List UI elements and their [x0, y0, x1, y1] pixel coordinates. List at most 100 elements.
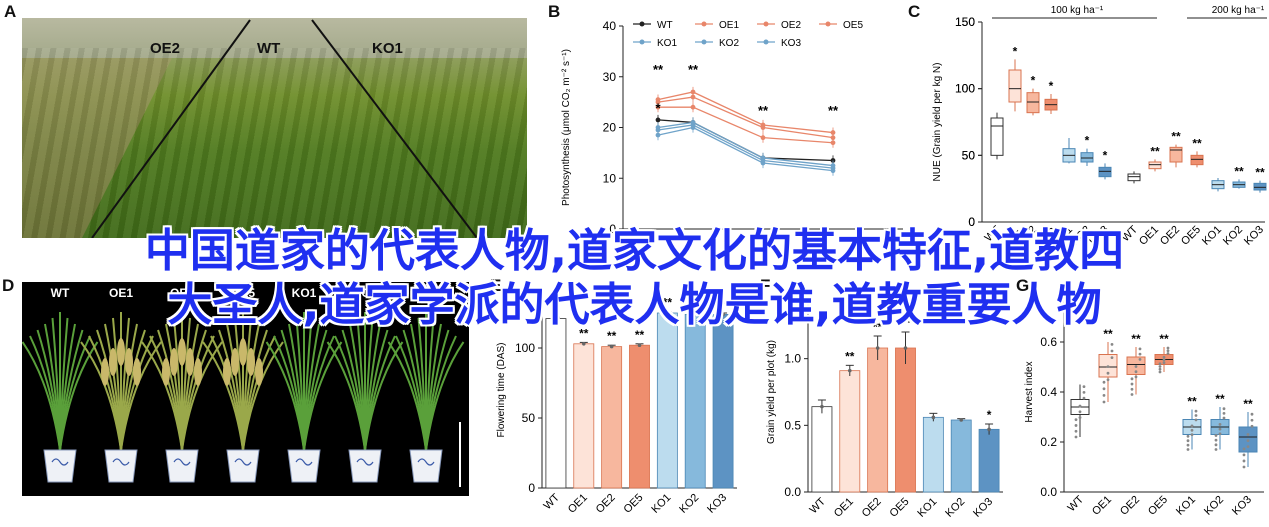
jitter-point: [1102, 394, 1106, 397]
plant-stem: [303, 341, 343, 451]
significance-mark: **: [718, 297, 728, 311]
plant-stem: [242, 341, 284, 451]
jitter-point: [1134, 365, 1138, 368]
data-point: [690, 94, 696, 100]
panicle: [162, 358, 170, 386]
pot-pattern: [356, 458, 374, 466]
y-tick-label: 10: [603, 171, 617, 185]
series-line-oe5: [658, 106, 834, 144]
x-tick-label: KO1: [915, 496, 939, 520]
panicle: [109, 348, 117, 376]
photosynthesis-chart: 0 10 20 30 40 Photosynthesis (μmol CO₂ m⁻² s⁻…: [561, 19, 903, 236]
y-tick-label: 0: [968, 215, 975, 229]
pot-pattern: [417, 458, 435, 466]
flower-pot: [165, 449, 199, 483]
group-header-200: 200 kg ha⁻¹: [1212, 5, 1265, 16]
significance-mark: **: [688, 62, 699, 77]
series-line-oe1: [657, 91, 834, 134]
panicle: [117, 338, 125, 366]
bar-oe2: [601, 346, 623, 489]
box-oe1: [1008, 69, 1022, 103]
y-tick-label: 0: [968, 215, 975, 229]
x-tick-label: OE2: [860, 496, 884, 520]
significance-mark: **: [758, 103, 769, 118]
data-point: [690, 120, 696, 125]
y-axis-label: Flowering time (DAS): [496, 342, 507, 437]
jitter-point: [1250, 412, 1254, 416]
jitter-point: [1130, 393, 1134, 396]
plant-label: OE2: [169, 286, 194, 300]
flower-pot: [43, 449, 77, 483]
data-point: [609, 344, 614, 349]
y-tick-label: 50: [522, 411, 536, 425]
plant-stem: [59, 341, 99, 451]
significance-mark: **: [1243, 397, 1253, 411]
significance-mark: **: [635, 328, 645, 342]
x-tick-label: OE1: [832, 496, 856, 520]
significance-mark: **: [1131, 332, 1141, 346]
jitter-point: [1130, 382, 1134, 386]
data-point: [830, 135, 836, 141]
y-tick-label: 1.0: [784, 352, 801, 366]
panel-label-d: D: [2, 276, 15, 295]
x-tick-label: OE2: [594, 492, 618, 516]
legend-label: KO3: [781, 38, 801, 49]
panicle: [101, 358, 109, 386]
field-label-oe2: OE2: [150, 40, 181, 57]
jitter-point: [1214, 434, 1218, 437]
x-tick-label: KO3: [705, 492, 729, 516]
flower-pot: [226, 449, 260, 483]
jitter-point: [1214, 438, 1218, 442]
series-line-ko3: [657, 121, 834, 167]
data-point: [820, 404, 824, 409]
significance-mark: **: [1192, 136, 1202, 150]
plant-stem: [364, 341, 404, 451]
legend-label: OE2: [781, 20, 801, 31]
significance-mark: **: [828, 103, 839, 118]
group-header-100: 100 kg ha⁻¹: [1051, 5, 1104, 16]
jitter-point: [1186, 439, 1190, 443]
box-ko3: [1253, 182, 1267, 191]
plant-stem: [326, 341, 366, 451]
box-ko2: [1080, 152, 1094, 163]
plant-stem: [22, 341, 61, 451]
data-point: [721, 312, 725, 317]
jitter-point: [1110, 356, 1114, 359]
jitter-point: [1082, 396, 1086, 400]
flower-pot: [409, 449, 443, 483]
significance-mark: **: [1150, 144, 1160, 158]
x-tick-label: OE1: [566, 492, 590, 516]
panicle: [178, 338, 186, 366]
significance-mark: **: [873, 320, 883, 334]
grain-yield-chart: 0.0 0.5 1.0 Grain yield per plot (kg) WT ** OE…: [766, 292, 1003, 520]
jitter-point: [1162, 358, 1166, 362]
data-point: [655, 125, 661, 130]
bar-wt: [811, 406, 833, 493]
legend-marker: [763, 21, 769, 27]
jitter-point: [1158, 362, 1162, 366]
jitter-point: [1186, 443, 1190, 447]
plant-stem: [120, 341, 162, 451]
bar-oe2: [867, 347, 889, 493]
significance-mark: **: [1187, 395, 1197, 409]
y-tick-label: 30: [603, 70, 617, 84]
panicle: [125, 348, 133, 376]
jitter-point: [1078, 404, 1082, 408]
y-tick-label: 100: [515, 341, 535, 355]
significance-mark: *: [1085, 134, 1090, 148]
jitter-point: [1158, 367, 1162, 371]
jitter-point: [1106, 378, 1110, 382]
data-point: [903, 346, 908, 350]
bar-oe5: [895, 347, 916, 493]
y-tick-label: 20: [603, 121, 617, 135]
y-tick-label: 0.4: [1040, 385, 1057, 399]
jitter-point: [1102, 380, 1106, 384]
significance-mark: **: [1255, 166, 1265, 180]
x-tick-label: KO3: [971, 496, 995, 520]
jitter-point: [1222, 411, 1226, 415]
significance-mark: **: [1171, 130, 1181, 144]
jitter-point: [1138, 357, 1142, 361]
jitter-point: [1218, 432, 1222, 436]
significance-mark: **: [845, 349, 855, 363]
data-point: [637, 343, 642, 347]
